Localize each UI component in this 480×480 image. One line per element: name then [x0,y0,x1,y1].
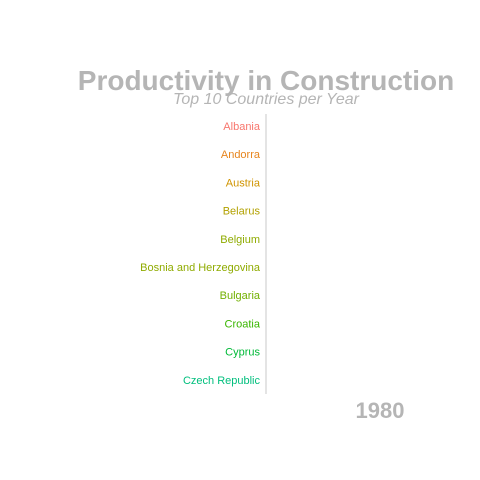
category-label: Belarus [223,206,261,218]
chart-title: Productivity in Construction [78,65,454,96]
category-label: Cyprus [225,347,260,359]
category-labels: Albania Andorra Austria Belarus Belgium Bosni… [140,121,261,387]
category-label: Czech Republic [183,375,261,387]
category-label: Andorra [221,149,261,161]
category-label: Croatia [225,318,261,330]
category-label: Bosnia and Herzegovina [140,262,261,274]
year-label: 1980 [356,398,405,423]
category-label: Albania [223,121,261,133]
chart-subtitle: Top 10 Countries per Year [173,91,360,108]
category-label: Austria [226,177,261,189]
category-label: Bulgaria [220,290,261,302]
category-label: Belgium [220,234,260,246]
